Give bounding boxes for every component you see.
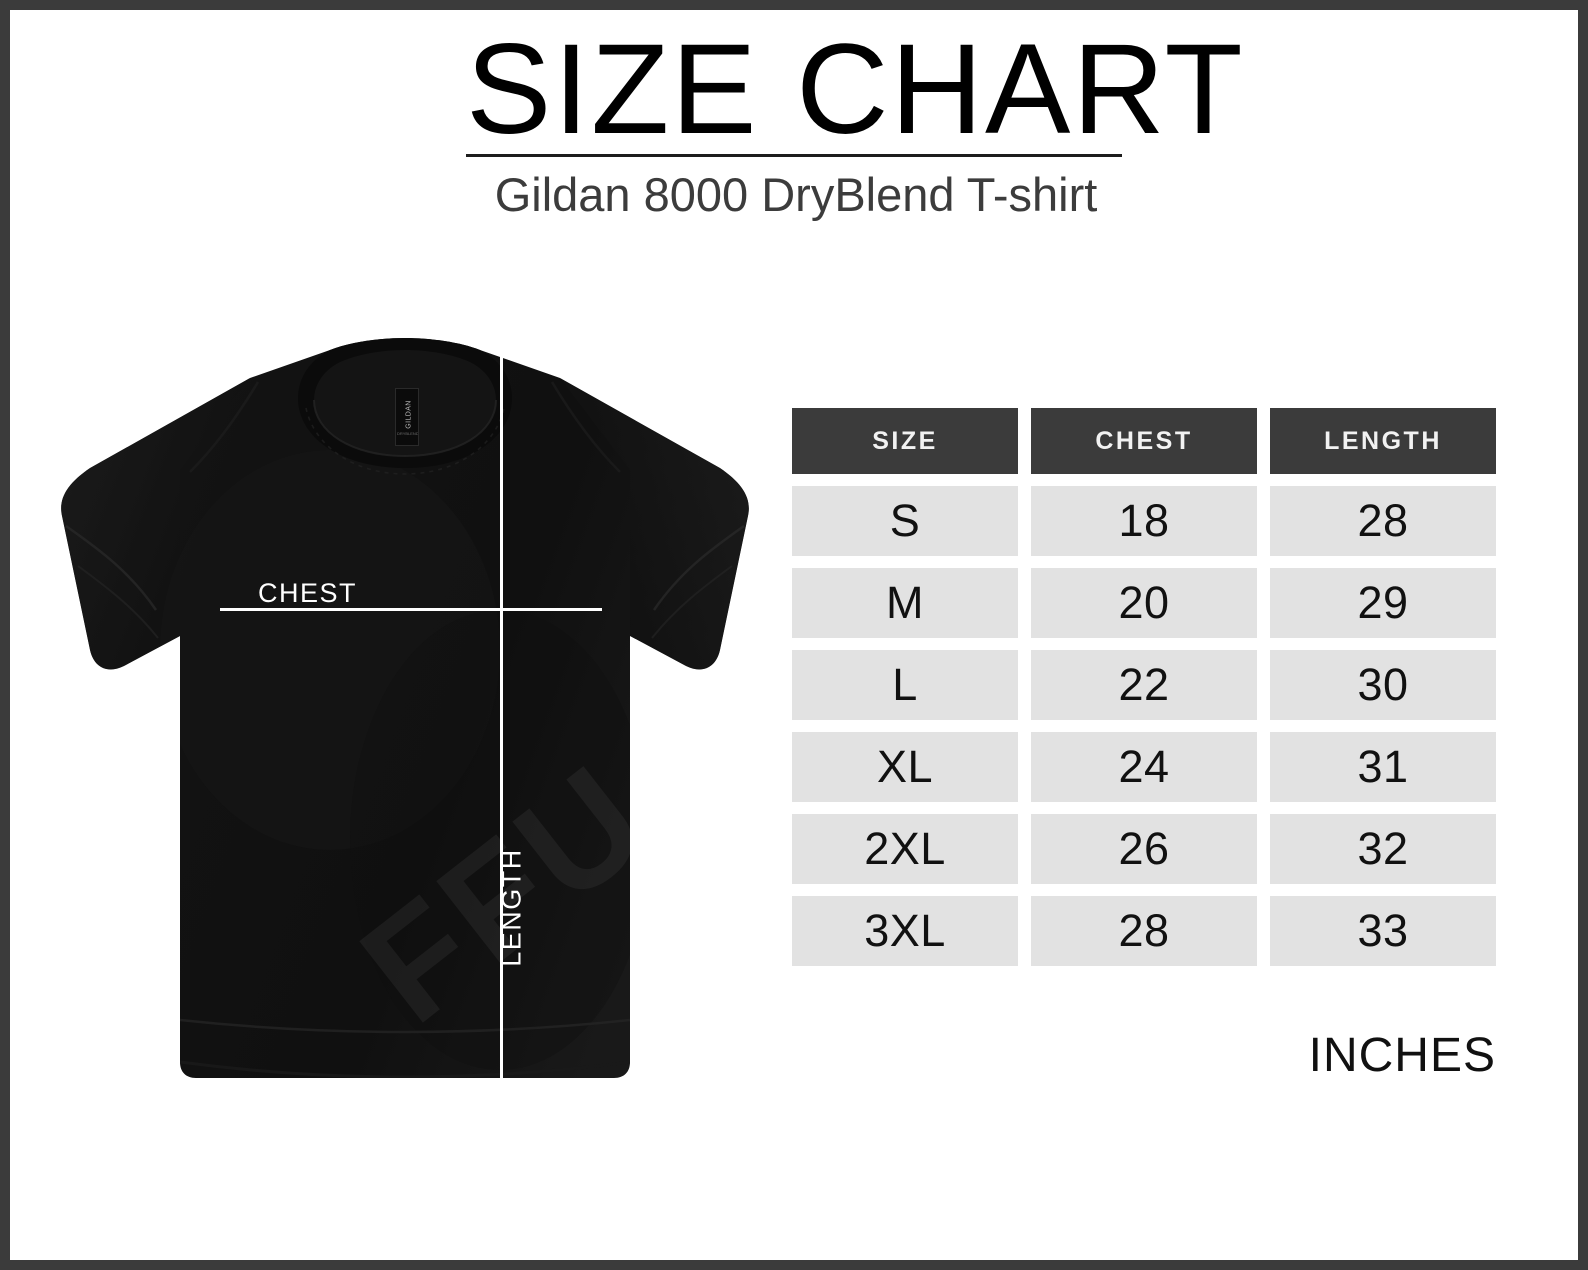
- table-row: S 18 28: [792, 486, 1496, 556]
- column-header-size: SIZE: [792, 408, 1018, 474]
- brand-tag-sublabel: DRYBLEND: [397, 431, 419, 436]
- cell-size: S: [792, 486, 1018, 556]
- page-subtitle: Gildan 8000 DryBlend T-shirt: [494, 168, 1098, 221]
- cell-chest: 20: [1031, 568, 1257, 638]
- cell-chest: 28: [1031, 896, 1257, 966]
- units-label: INCHES: [1308, 1029, 1496, 1082]
- cell-chest: 24: [1031, 732, 1257, 802]
- cell-size: M: [792, 568, 1018, 638]
- tshirt-illustration: GILDAN DRYBLEND FFU CHEST LENGTH: [30, 320, 780, 1110]
- length-measure-label: LENGTH: [496, 848, 527, 967]
- tshirt-svg: [61, 338, 749, 1078]
- table-row: XL 24 31: [792, 732, 1496, 802]
- cell-length: 28: [1270, 486, 1496, 556]
- title-divider: [466, 154, 1122, 157]
- cell-length: 29: [1270, 568, 1496, 638]
- brand-tag: GILDAN DRYBLEND: [395, 388, 419, 446]
- cell-length: 32: [1270, 814, 1496, 884]
- cell-chest: 26: [1031, 814, 1257, 884]
- cell-chest: 22: [1031, 650, 1257, 720]
- header: SIZE CHART Gildan 8000 DryBlend T-shirt: [10, 10, 1578, 260]
- cell-size: XL: [792, 732, 1018, 802]
- length-measure-line: [500, 348, 503, 1083]
- chest-measure-line: [220, 608, 602, 611]
- chart-canvas: SIZE CHART Gildan 8000 DryBlend T-shirt: [10, 10, 1578, 1260]
- cell-chest: 18: [1031, 486, 1257, 556]
- page-title: SIZE CHART: [466, 18, 1245, 161]
- cell-size: 2XL: [792, 814, 1018, 884]
- cell-length: 31: [1270, 732, 1496, 802]
- size-table: SIZE CHEST LENGTH S 18 28 M 20 29 L 22 3…: [792, 408, 1496, 978]
- table-row: L 22 30: [792, 650, 1496, 720]
- table-row: M 20 29: [792, 568, 1496, 638]
- table-row: 2XL 26 32: [792, 814, 1496, 884]
- column-header-length: LENGTH: [1270, 408, 1496, 474]
- cell-length: 30: [1270, 650, 1496, 720]
- cell-size: L: [792, 650, 1018, 720]
- table-row: 3XL 28 33: [792, 896, 1496, 966]
- cell-size: 3XL: [792, 896, 1018, 966]
- chest-measure-label: CHEST: [258, 578, 358, 608]
- cell-length: 33: [1270, 896, 1496, 966]
- table-header-row: SIZE CHEST LENGTH: [792, 408, 1496, 474]
- column-header-chest: CHEST: [1031, 408, 1257, 474]
